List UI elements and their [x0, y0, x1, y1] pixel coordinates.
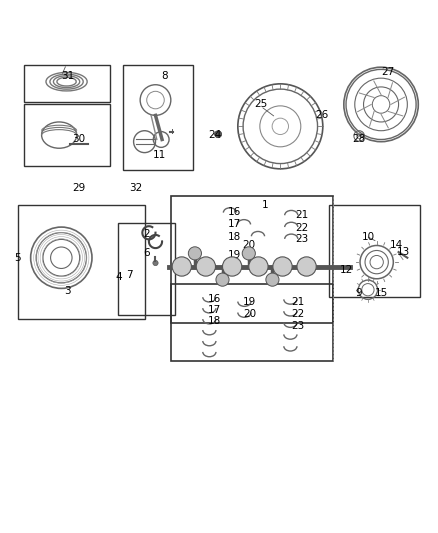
Text: 16: 16 — [228, 207, 241, 217]
Circle shape — [216, 273, 229, 286]
Text: 16: 16 — [208, 294, 221, 304]
Text: 25: 25 — [254, 100, 267, 109]
Text: 22: 22 — [291, 309, 304, 319]
Text: 23: 23 — [296, 235, 309, 244]
Circle shape — [188, 247, 201, 260]
Text: 12: 12 — [339, 265, 353, 275]
Text: 17: 17 — [228, 220, 241, 229]
Text: 5: 5 — [14, 253, 21, 263]
Text: 3: 3 — [64, 286, 71, 296]
Circle shape — [223, 257, 242, 276]
Text: 20: 20 — [242, 240, 255, 249]
Text: 4: 4 — [115, 272, 122, 282]
Text: 21: 21 — [296, 210, 309, 220]
Text: 7: 7 — [126, 270, 133, 280]
Bar — [24, 104, 110, 166]
Text: 2: 2 — [143, 229, 150, 239]
Circle shape — [249, 257, 268, 276]
Text: 21: 21 — [291, 296, 304, 306]
Text: 20: 20 — [243, 309, 256, 319]
Text: 8: 8 — [161, 71, 168, 81]
Text: 31: 31 — [61, 71, 74, 81]
Text: 23: 23 — [291, 321, 304, 330]
Circle shape — [297, 257, 316, 276]
Text: 6: 6 — [143, 248, 150, 259]
Text: 14: 14 — [390, 240, 403, 251]
Circle shape — [153, 260, 158, 265]
Text: 26: 26 — [315, 110, 328, 120]
Bar — [123, 65, 193, 170]
Text: 11: 11 — [153, 150, 166, 160]
Text: 18: 18 — [228, 232, 241, 242]
Circle shape — [196, 257, 215, 276]
Bar — [24, 65, 110, 102]
Text: 15: 15 — [374, 288, 388, 298]
Text: 24: 24 — [208, 130, 221, 140]
Text: 1: 1 — [261, 200, 268, 210]
Text: 9: 9 — [355, 288, 362, 298]
Bar — [118, 223, 175, 314]
Text: 19: 19 — [228, 249, 241, 260]
Circle shape — [172, 257, 191, 276]
Circle shape — [266, 273, 279, 286]
Text: 22: 22 — [296, 222, 309, 232]
Text: 29: 29 — [72, 183, 85, 192]
Text: 18: 18 — [208, 316, 221, 326]
Text: 32: 32 — [129, 183, 142, 192]
Bar — [328, 205, 420, 297]
Text: 13: 13 — [396, 247, 410, 257]
Text: 27: 27 — [381, 67, 394, 77]
Circle shape — [273, 257, 292, 276]
Text: 28: 28 — [353, 134, 366, 144]
Bar — [171, 284, 333, 361]
Text: 19: 19 — [243, 297, 256, 308]
Text: 10: 10 — [361, 232, 374, 242]
Text: 30: 30 — [72, 134, 85, 144]
Bar — [18, 205, 145, 319]
Text: 17: 17 — [208, 305, 221, 316]
Circle shape — [215, 131, 222, 138]
Circle shape — [242, 247, 255, 260]
Bar — [171, 197, 333, 324]
